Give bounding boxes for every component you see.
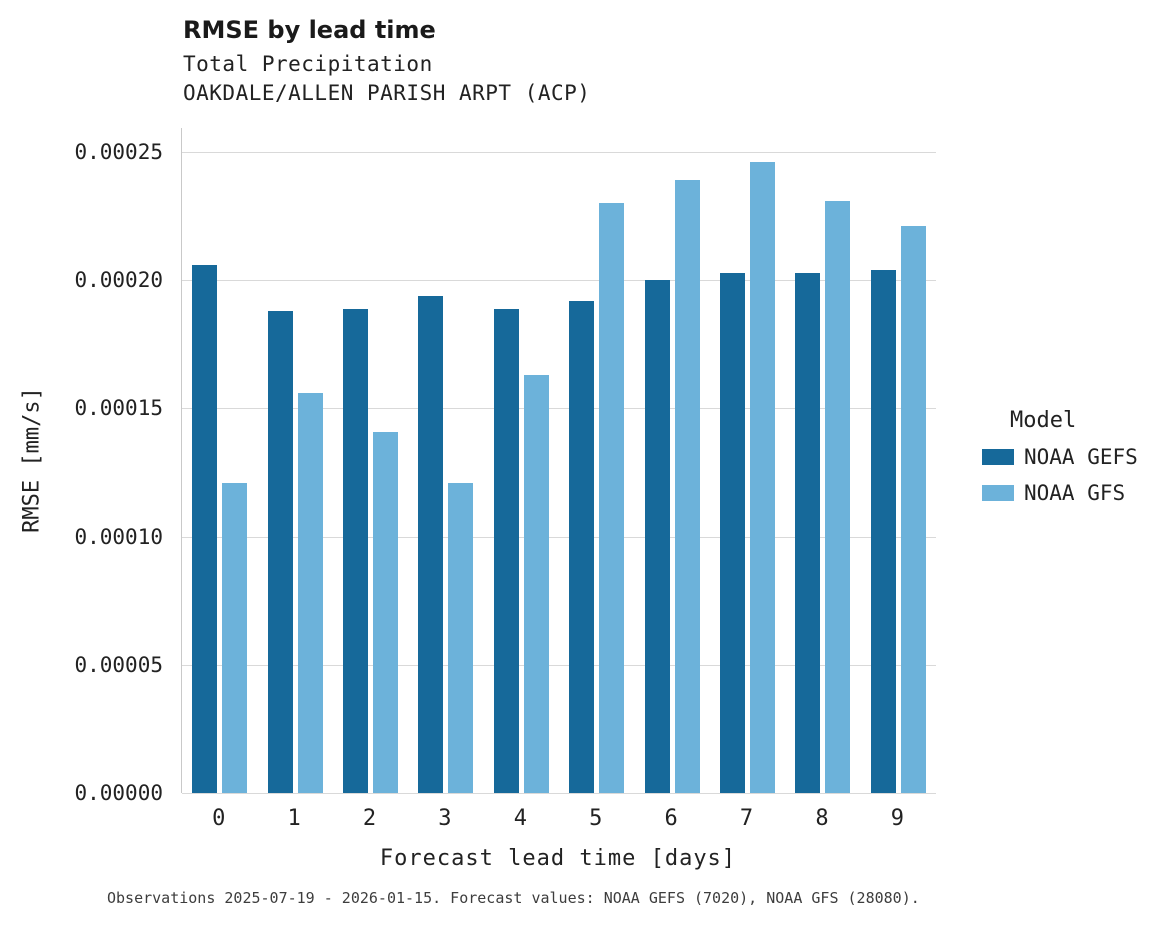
- gridline: [182, 408, 936, 410]
- bar-noaa-gfs: [523, 375, 549, 793]
- bar-group: [333, 128, 408, 793]
- bar-group: [710, 128, 785, 793]
- bar-groups: [182, 128, 936, 793]
- bar-noaa-gfs: [448, 482, 474, 793]
- x-tick-label: 8: [815, 806, 829, 831]
- x-tick-label: 6: [664, 806, 678, 831]
- gridline: [182, 152, 936, 154]
- bar-group: [861, 128, 936, 793]
- x-tick-label: 1: [287, 806, 301, 831]
- gridline: [182, 664, 936, 666]
- chart-title: RMSE by lead time: [183, 16, 436, 44]
- bar-group: [559, 128, 634, 793]
- bar-noaa-gefs: [192, 264, 218, 793]
- bar-noaa-gfs: [297, 393, 323, 793]
- x-tick-label: 7: [739, 806, 754, 831]
- bar-group: [785, 128, 860, 793]
- bar-group: [257, 128, 332, 793]
- x-tick-row: 0 1 2 3 4 5 6 7 8 9: [181, 806, 935, 831]
- gridline: [182, 793, 936, 794]
- bar-noaa-gefs: [493, 308, 519, 793]
- y-tick-label: 0.00015: [74, 396, 163, 421]
- chart-subtitle-variable: Total Precipitation: [183, 52, 433, 76]
- bar-noaa-gfs: [373, 431, 399, 793]
- legend-title: Model: [1010, 408, 1077, 433]
- legend-label: NOAA GFS: [1024, 481, 1126, 505]
- bar-noaa-gefs: [644, 280, 670, 793]
- y-tick-label: 0.00005: [74, 652, 163, 677]
- legend-item: NOAA GEFS: [982, 445, 1138, 469]
- bar-noaa-gefs: [569, 300, 595, 793]
- x-tick-label: 3: [438, 806, 452, 831]
- gridline: [182, 280, 936, 282]
- legend-swatch-noaa-gefs: [982, 449, 1014, 465]
- bar-noaa-gfs: [900, 226, 926, 793]
- legend: Model NOAA GEFS NOAA GFS: [982, 408, 1138, 517]
- bar-group: [634, 128, 709, 793]
- bar-noaa-gfs: [674, 180, 700, 793]
- legend-label: NOAA GEFS: [1024, 445, 1138, 469]
- gridline: [182, 536, 936, 538]
- chart-subtitle-station: OAKDALE/ALLEN PARISH ARPT (ACP): [183, 81, 591, 105]
- bar-group: [182, 128, 257, 793]
- bar-noaa-gfs: [825, 200, 851, 793]
- bar-noaa-gefs: [343, 308, 369, 793]
- y-tick-label: 0.00010: [74, 524, 163, 549]
- x-tick-label: 9: [890, 806, 904, 831]
- y-tick-label: 0.00020: [74, 268, 163, 293]
- legend-item: NOAA GFS: [982, 481, 1138, 505]
- y-tick-label: 0.00025: [74, 140, 163, 165]
- bar-group: [408, 128, 483, 793]
- bar-noaa-gfs: [599, 203, 625, 793]
- x-tick-label: 4: [513, 806, 527, 831]
- bar-noaa-gfs: [750, 162, 776, 793]
- x-tick-label: 0: [212, 806, 226, 831]
- plot-area: [181, 128, 936, 794]
- bar-group: [484, 128, 559, 793]
- bar-noaa-gefs: [795, 272, 821, 793]
- x-axis-title: Forecast lead time [days]: [379, 846, 737, 871]
- bar-noaa-gefs: [870, 270, 896, 793]
- bar-noaa-gefs: [267, 311, 293, 793]
- x-tick-label: 2: [362, 806, 377, 831]
- bar-noaa-gefs: [418, 295, 444, 793]
- x-tick-label: 5: [589, 806, 603, 831]
- legend-swatch-noaa-gfs: [982, 485, 1014, 501]
- y-tick-label: 0.00000: [74, 781, 163, 805]
- caption: Observations 2025-07-19 - 2026-01-15. Fo…: [107, 889, 920, 907]
- y-axis-title: RMSE [mm/s]: [19, 387, 45, 533]
- bar-noaa-gfs: [222, 482, 248, 793]
- bar-noaa-gefs: [720, 272, 746, 793]
